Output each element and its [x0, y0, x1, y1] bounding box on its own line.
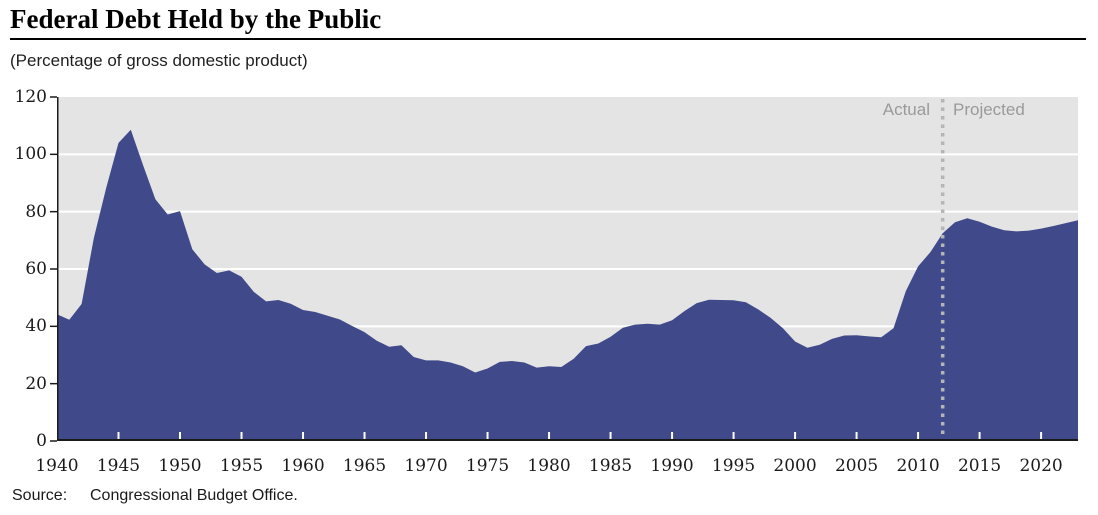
source-label: Source: — [12, 487, 68, 504]
x-tick-label: 2005 — [834, 456, 879, 476]
x-tick-label: 1995 — [711, 456, 756, 476]
x-tick-label: 2000 — [773, 456, 817, 476]
y-tick-label: 120 — [14, 87, 47, 107]
x-tick-label: 1985 — [588, 456, 633, 476]
page-title: Federal Debt Held by the Public — [10, 4, 382, 34]
y-tick-label: 0 — [36, 431, 47, 451]
projected-zone-label: Projected — [953, 100, 1025, 119]
x-tick-label: 1965 — [342, 456, 387, 476]
y-tick-label: 80 — [25, 201, 47, 222]
x-tick-label: 1970 — [404, 456, 448, 476]
x-tick-label: 1980 — [527, 456, 571, 476]
x-tick-label: 1960 — [281, 456, 325, 476]
source-text: Congressional Budget Office. — [90, 487, 298, 504]
y-tick-label: 20 — [25, 373, 47, 394]
x-tick-label: 2015 — [957, 456, 1002, 476]
actual-zone-label: Actual — [882, 100, 930, 119]
x-tick-label: 2020 — [1019, 456, 1063, 476]
y-tick-label: 60 — [25, 259, 47, 279]
title-rule — [10, 38, 1086, 40]
x-tick-label: 1990 — [650, 456, 694, 476]
source-line: Source: Congressional Budget Office. — [12, 487, 298, 505]
x-tick-label: 1955 — [219, 456, 264, 476]
x-tick-label: 2010 — [896, 456, 940, 476]
y-tick-label: 40 — [25, 316, 47, 337]
debt-area-chart — [50, 96, 1078, 442]
x-tick-label: 1940 — [35, 456, 79, 476]
debt-area-series — [57, 129, 1078, 441]
x-tick-label: 1975 — [465, 456, 510, 476]
x-tick-label: 1950 — [158, 456, 202, 476]
chart-subtitle: (Percentage of gross domestic product) — [10, 51, 308, 70]
x-tick-label: 1945 — [96, 456, 141, 476]
y-tick-label: 100 — [14, 144, 47, 165]
